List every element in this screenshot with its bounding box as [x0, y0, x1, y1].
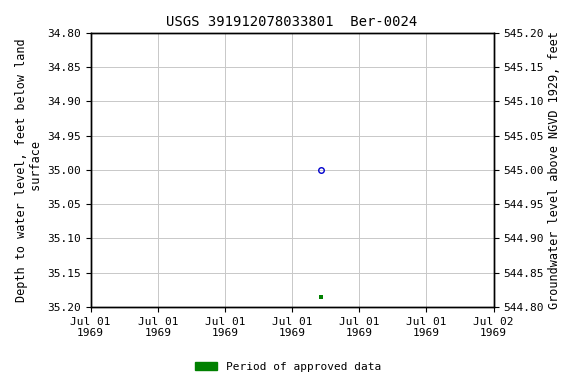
Y-axis label: Groundwater level above NGVD 1929, feet: Groundwater level above NGVD 1929, feet — [548, 31, 561, 309]
Y-axis label: Depth to water level, feet below land
 surface: Depth to water level, feet below land su… — [15, 38, 43, 302]
Title: USGS 391912078033801  Ber-0024: USGS 391912078033801 Ber-0024 — [166, 15, 418, 29]
Legend: Period of approved data: Period of approved data — [191, 358, 385, 377]
